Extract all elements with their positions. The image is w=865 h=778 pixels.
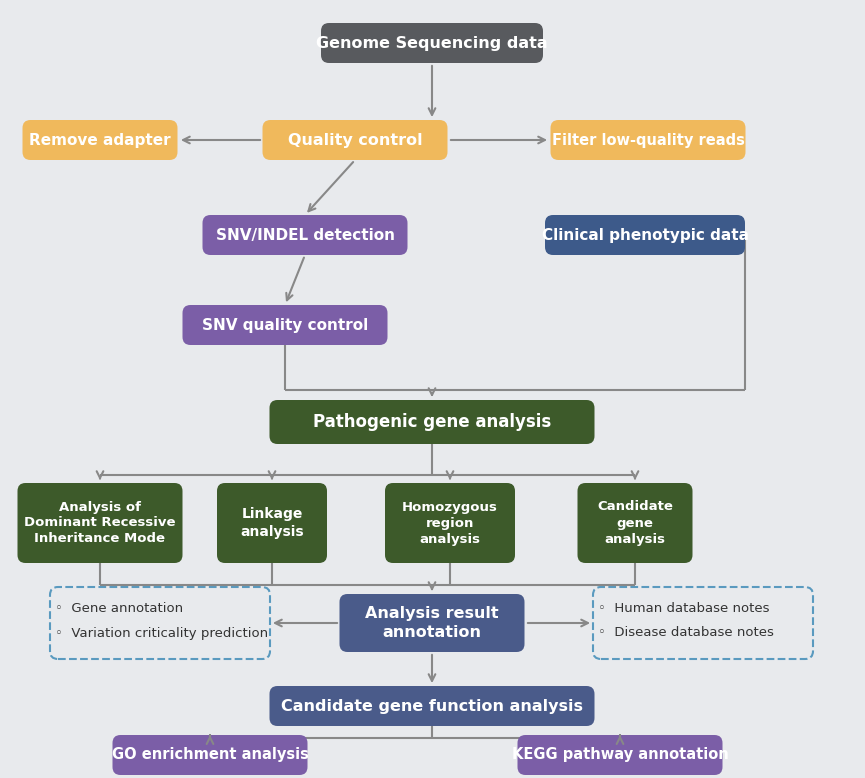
FancyBboxPatch shape [550, 120, 746, 160]
FancyBboxPatch shape [578, 483, 693, 563]
FancyBboxPatch shape [270, 400, 594, 444]
Text: Homozygous
region
analysis: Homozygous region analysis [402, 500, 498, 545]
Text: Filter low-quality reads: Filter low-quality reads [552, 132, 745, 148]
Text: Clinical phenotypic data: Clinical phenotypic data [541, 227, 748, 243]
FancyBboxPatch shape [517, 735, 722, 775]
FancyBboxPatch shape [22, 120, 177, 160]
Text: Remove adapter: Remove adapter [29, 132, 170, 148]
Text: ◦  Human database notes: ◦ Human database notes [598, 601, 770, 615]
Text: SNV quality control: SNV quality control [202, 317, 368, 332]
FancyBboxPatch shape [112, 735, 307, 775]
Text: ◦  Disease database notes: ◦ Disease database notes [598, 626, 774, 640]
Text: Pathogenic gene analysis: Pathogenic gene analysis [313, 413, 551, 431]
FancyBboxPatch shape [217, 483, 327, 563]
Text: SNV/INDEL detection: SNV/INDEL detection [215, 227, 394, 243]
Text: Candidate
gene
analysis: Candidate gene analysis [597, 500, 673, 545]
Text: ◦  Variation criticality prediction: ◦ Variation criticality prediction [55, 626, 268, 640]
FancyBboxPatch shape [202, 215, 407, 255]
FancyBboxPatch shape [262, 120, 447, 160]
Text: GO enrichment analysis: GO enrichment analysis [112, 748, 309, 762]
FancyBboxPatch shape [385, 483, 515, 563]
Text: KEGG pathway annotation: KEGG pathway annotation [511, 748, 728, 762]
Text: Analysis of
Dominant Recessive
Inheritance Mode: Analysis of Dominant Recessive Inheritan… [24, 500, 176, 545]
Text: Genome Sequencing data: Genome Sequencing data [317, 36, 548, 51]
Text: Analysis result
annotation: Analysis result annotation [365, 606, 499, 640]
Text: Linkage
analysis: Linkage analysis [240, 507, 304, 538]
FancyBboxPatch shape [17, 483, 183, 563]
Text: Candidate gene function analysis: Candidate gene function analysis [281, 699, 583, 713]
Text: ◦  Gene annotation: ◦ Gene annotation [55, 601, 183, 615]
FancyBboxPatch shape [321, 23, 543, 63]
Text: Quality control: Quality control [288, 132, 422, 148]
FancyBboxPatch shape [270, 686, 594, 726]
FancyBboxPatch shape [183, 305, 388, 345]
FancyBboxPatch shape [339, 594, 524, 652]
FancyBboxPatch shape [545, 215, 745, 255]
